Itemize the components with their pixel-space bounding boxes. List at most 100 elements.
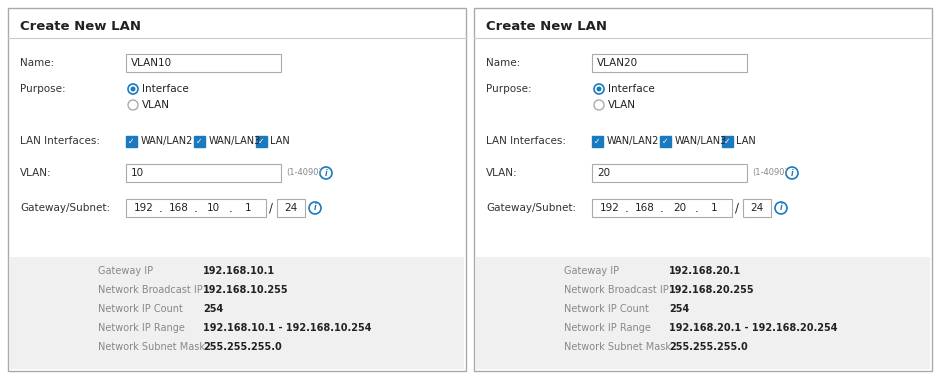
Text: /: /	[269, 202, 273, 215]
FancyBboxPatch shape	[126, 136, 137, 147]
Text: 1: 1	[246, 203, 252, 213]
FancyBboxPatch shape	[660, 136, 671, 147]
Text: ✓: ✓	[725, 136, 731, 146]
FancyBboxPatch shape	[592, 54, 747, 72]
Text: 1: 1	[711, 203, 718, 213]
Text: ✓: ✓	[128, 136, 135, 146]
FancyBboxPatch shape	[256, 136, 267, 147]
FancyBboxPatch shape	[8, 8, 466, 371]
Text: Name:: Name:	[486, 58, 520, 68]
Text: i: i	[325, 169, 327, 177]
Text: ✓: ✓	[259, 136, 264, 146]
FancyBboxPatch shape	[126, 54, 281, 72]
Text: Gateway IP: Gateway IP	[564, 266, 619, 276]
Text: 192: 192	[134, 203, 153, 213]
FancyBboxPatch shape	[592, 136, 603, 147]
Text: Network Subnet Mask: Network Subnet Mask	[564, 342, 671, 352]
Text: ✓: ✓	[595, 136, 600, 146]
Text: 168: 168	[634, 203, 654, 213]
Circle shape	[128, 84, 138, 94]
Text: 24: 24	[750, 203, 764, 213]
Text: VLAN:: VLAN:	[20, 168, 52, 178]
FancyBboxPatch shape	[722, 136, 733, 147]
Text: Network Broadcast IP: Network Broadcast IP	[98, 285, 202, 295]
Circle shape	[309, 202, 321, 214]
Text: 192.168.10.255: 192.168.10.255	[203, 285, 289, 295]
Circle shape	[597, 86, 601, 91]
Text: 192.168.20.1 - 192.168.20.254: 192.168.20.1 - 192.168.20.254	[669, 323, 837, 333]
Text: 192: 192	[599, 203, 619, 213]
FancyBboxPatch shape	[194, 136, 205, 147]
Circle shape	[594, 100, 604, 110]
Text: 168: 168	[168, 203, 188, 213]
Text: 255.255.255.0: 255.255.255.0	[669, 342, 748, 352]
Text: .: .	[159, 202, 163, 216]
Text: .: .	[194, 202, 198, 216]
Text: 192.168.10.1: 192.168.10.1	[203, 266, 275, 276]
Text: Network IP Count: Network IP Count	[564, 304, 649, 314]
Text: VLAN:: VLAN:	[486, 168, 518, 178]
Text: ✓: ✓	[197, 136, 202, 146]
Text: 24: 24	[284, 203, 297, 213]
Circle shape	[775, 202, 787, 214]
Text: Network IP Count: Network IP Count	[98, 304, 183, 314]
Text: Purpose:: Purpose:	[486, 84, 532, 94]
Text: LAN: LAN	[737, 136, 757, 146]
Text: Gateway/Subnet:: Gateway/Subnet:	[20, 203, 110, 213]
Text: 192.168.20.1: 192.168.20.1	[669, 266, 742, 276]
FancyBboxPatch shape	[476, 257, 930, 369]
Text: .: .	[695, 202, 699, 216]
Text: 10: 10	[207, 203, 220, 213]
Circle shape	[786, 167, 798, 179]
Text: .: .	[625, 202, 629, 216]
Text: 20: 20	[673, 203, 686, 213]
Text: Gateway IP: Gateway IP	[98, 266, 153, 276]
Text: Name:: Name:	[20, 58, 55, 68]
Text: (1-4090): (1-4090)	[752, 169, 788, 177]
FancyBboxPatch shape	[126, 199, 266, 217]
Text: /: /	[735, 202, 739, 215]
Text: WAN/LAN3: WAN/LAN3	[675, 136, 726, 146]
Text: VLAN10: VLAN10	[131, 58, 172, 68]
FancyBboxPatch shape	[474, 8, 932, 371]
Text: i: i	[790, 169, 793, 177]
Text: Network IP Range: Network IP Range	[564, 323, 651, 333]
Text: LAN: LAN	[270, 136, 290, 146]
Text: i: i	[780, 204, 782, 213]
Circle shape	[131, 86, 136, 91]
Text: .: .	[229, 202, 232, 216]
FancyBboxPatch shape	[126, 164, 281, 182]
Text: i: i	[313, 204, 316, 213]
Circle shape	[320, 167, 332, 179]
Text: (1-4090): (1-4090)	[286, 169, 322, 177]
Text: VLAN: VLAN	[608, 100, 636, 110]
Text: Network Broadcast IP: Network Broadcast IP	[564, 285, 669, 295]
FancyBboxPatch shape	[743, 199, 771, 217]
Text: Purpose:: Purpose:	[20, 84, 66, 94]
Text: 192.168.10.1 - 192.168.10.254: 192.168.10.1 - 192.168.10.254	[203, 323, 372, 333]
Text: WAN/LAN3: WAN/LAN3	[209, 136, 261, 146]
FancyBboxPatch shape	[592, 199, 732, 217]
Text: .: .	[661, 202, 663, 216]
Text: Network Subnet Mask: Network Subnet Mask	[98, 342, 205, 352]
Circle shape	[594, 84, 604, 94]
Text: ✓: ✓	[662, 136, 669, 146]
Text: Create New LAN: Create New LAN	[20, 19, 141, 33]
Circle shape	[128, 100, 138, 110]
Text: VLAN: VLAN	[142, 100, 170, 110]
Text: LAN Interfaces:: LAN Interfaces:	[486, 136, 566, 146]
Text: 254: 254	[669, 304, 689, 314]
Text: Interface: Interface	[608, 84, 655, 94]
Text: 254: 254	[203, 304, 223, 314]
FancyBboxPatch shape	[10, 257, 464, 369]
Text: 10: 10	[131, 168, 144, 178]
Text: 20: 20	[597, 168, 610, 178]
Text: WAN/LAN2: WAN/LAN2	[140, 136, 193, 146]
FancyBboxPatch shape	[277, 199, 305, 217]
Text: WAN/LAN2: WAN/LAN2	[607, 136, 659, 146]
Text: 192.168.20.255: 192.168.20.255	[669, 285, 755, 295]
Text: LAN Interfaces:: LAN Interfaces:	[20, 136, 100, 146]
Text: Interface: Interface	[142, 84, 189, 94]
Text: Create New LAN: Create New LAN	[486, 19, 607, 33]
Text: VLAN20: VLAN20	[597, 58, 638, 68]
